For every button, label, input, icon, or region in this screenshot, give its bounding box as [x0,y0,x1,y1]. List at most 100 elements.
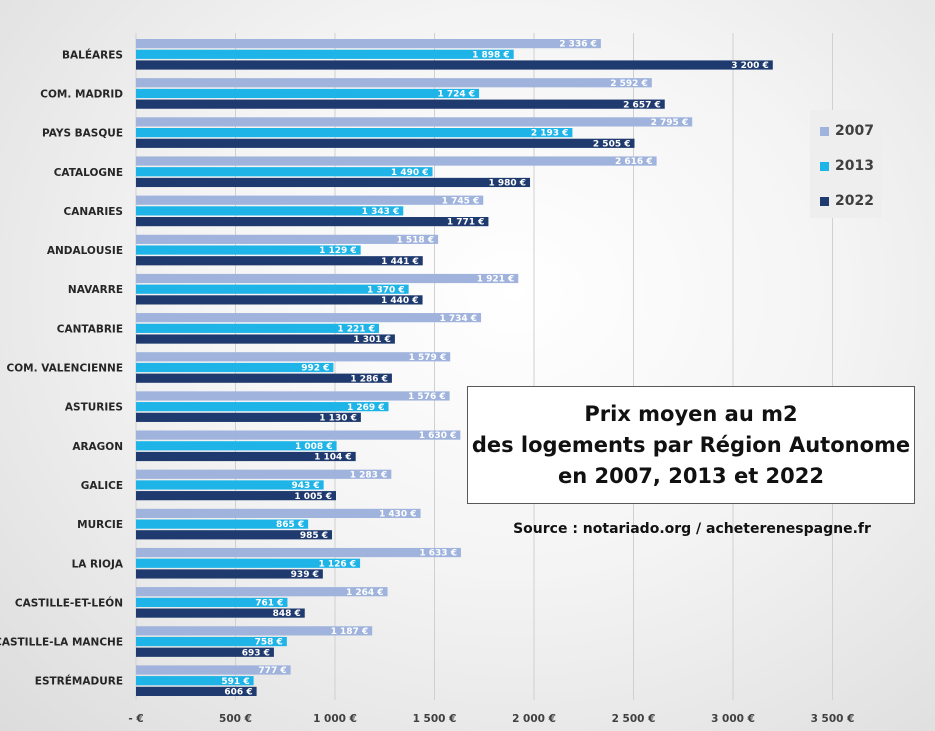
bar [136,558,361,568]
bar [136,99,665,109]
bar [136,686,257,696]
data-label: 992 € [301,364,329,374]
bar [136,430,461,440]
bar [136,117,693,127]
legend-swatch-2007 [820,126,829,136]
data-label: 2 193 € [531,129,569,139]
data-label: 1 269 € [347,403,385,413]
data-label: 1 490 € [391,168,429,178]
chart-title-line-3: en 2007, 2013 et 2022 [557,463,825,488]
bar [136,217,489,227]
data-label: 985 € [300,531,328,541]
x-tick-label: 3 000 € [711,713,755,725]
data-label: 2 657 € [623,100,661,110]
bar [136,480,324,490]
data-label: 943 € [291,481,319,491]
category-label: CASTILLE-LA MANCHE [0,637,123,649]
legend: 2007 2013 2022 [810,110,882,218]
chart-title-line-1: Prix moyen au m2 [584,401,798,426]
bar [136,206,404,216]
category-label: ESTRÉMADURE [35,675,123,688]
bar [136,49,514,59]
data-label: 1 633 € [419,549,457,559]
legend-swatch-2013 [820,161,829,171]
x-tick-label: 2 000 € [512,713,556,725]
category-label: CANARIES [64,206,123,218]
bar [136,373,392,383]
category-label: CATALOGNE [54,167,123,179]
data-label: 848 € [273,609,301,619]
data-label: 1 724 € [437,90,475,100]
data-label: 1 283 € [350,470,388,480]
category-label: MURCIE [77,519,123,531]
bar [136,402,389,412]
data-label: 865 € [276,520,304,530]
data-label: 1 370 € [367,285,405,295]
legend-item-2022: 2022 [820,191,874,211]
legend-label-2007: 2007 [835,123,874,139]
data-label: 1 301 € [353,335,391,345]
data-label: 1 286 € [350,374,388,384]
bar [136,451,356,462]
x-tick-label: 1 000 € [313,713,357,725]
bar [136,569,323,579]
bar [136,412,361,422]
data-label: 1 980 € [488,179,526,189]
bar [136,626,373,636]
category-label: GALICE [81,480,123,492]
bar [136,195,484,205]
bar [136,128,573,138]
data-label: 1 921 € [477,275,515,285]
data-label: 1 130 € [319,413,357,423]
data-label: 1 264 € [346,588,384,598]
bar [136,665,291,675]
bar [136,39,601,49]
category-label: LA RIOJA [72,558,124,570]
chart-source: Source : notariado.org / acheterenespagn… [513,521,871,537]
bar [136,352,451,362]
data-label: 777 € [258,666,286,676]
data-label: 2 795 € [651,118,689,128]
category-label: ASTURIES [65,402,123,414]
data-label: 1 630 € [419,431,457,441]
category-label: ANDALOUSIE [47,245,123,257]
bar [136,60,773,70]
bar [136,362,334,373]
data-label: 1 104 € [314,453,352,463]
bar [136,245,361,255]
bar [136,519,309,529]
data-label: 1 430 € [379,510,417,520]
category-label: BALÉARES [62,48,123,61]
bar [136,295,423,305]
data-label: 1 221 € [337,324,375,334]
x-tick-label: 2 500 € [612,713,656,725]
data-label: 1 126 € [318,559,356,569]
bar [136,78,652,88]
legend-swatch-2022 [820,196,829,206]
bar [136,167,433,177]
x-tick-label: 3 500 € [811,713,855,725]
bar [136,636,287,647]
bar [136,391,450,401]
data-label: 2 336 € [559,40,597,50]
data-label: 2 592 € [610,79,648,89]
bar [136,138,635,148]
data-label: 1 008 € [295,442,333,452]
legend-item-2013: 2013 [820,156,874,176]
legend-item-2007: 2007 [820,121,874,141]
bar [136,273,519,284]
bar [136,88,480,99]
data-label: 1 745 € [442,196,480,206]
data-label: 2 505 € [593,139,631,149]
category-label: NAVARRE [68,284,123,296]
data-label: 1 129 € [319,246,357,256]
bar [136,177,531,188]
bar [136,676,254,686]
data-label: 761 € [255,599,283,609]
bar [136,587,388,597]
data-label: 1 441 € [381,257,419,267]
data-label: 693 € [242,648,270,658]
bar [136,647,274,657]
bar [136,608,305,618]
